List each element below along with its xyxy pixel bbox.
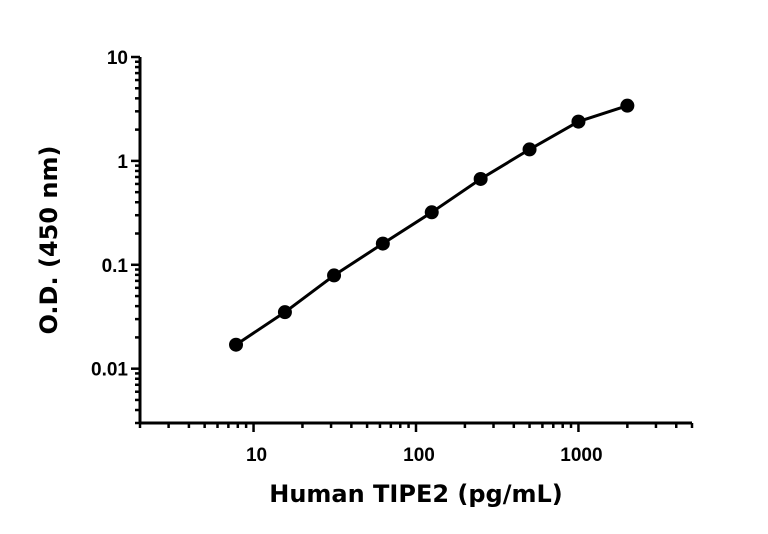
fit-curve xyxy=(235,104,628,346)
data-point xyxy=(327,268,342,283)
y-axis-title: O.D. (450 nm) xyxy=(35,146,63,335)
data-point xyxy=(571,114,586,129)
data-point xyxy=(277,305,292,320)
data-point xyxy=(375,236,390,251)
data-point xyxy=(229,337,244,352)
x-tick-label: 10 xyxy=(246,445,267,466)
data-point xyxy=(424,205,439,220)
x-tick-label: 1000 xyxy=(560,445,602,466)
x-axis-title: Human TIPE2 (pg/mL) xyxy=(269,480,563,508)
data-point xyxy=(620,98,635,113)
x-axis: 10 100 1000 xyxy=(138,421,694,466)
data-point xyxy=(473,171,488,186)
data-point xyxy=(522,142,537,157)
plot-area xyxy=(229,98,635,352)
y-tick-label: 10 xyxy=(107,48,128,69)
y-tick-label: 0.01 xyxy=(91,360,128,381)
y-axis: 10 1 0.1 0.01 xyxy=(91,48,142,425)
y-tick-label: 0.1 xyxy=(102,256,129,277)
x-tick-label: 100 xyxy=(403,445,435,466)
y-tick-label: 1 xyxy=(117,152,128,173)
